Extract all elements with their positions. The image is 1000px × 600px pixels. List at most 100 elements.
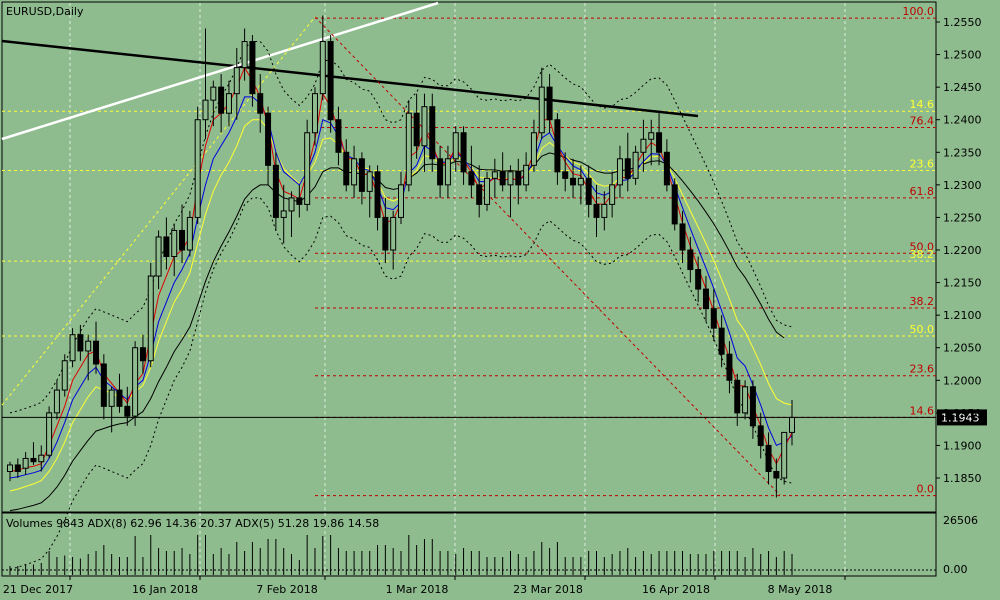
candle-bull [640,138,647,153]
y-tick-label: 1.2450 [943,81,982,94]
candle-bull [233,67,240,95]
candle-bear [30,457,37,463]
main-panel-frame [1,1,937,513]
vertical-grid [69,3,846,575]
x-tick-label: 8 May 2018 [768,583,833,596]
candle-bull [288,197,295,212]
candle-bear [546,86,553,121]
candle-bear [749,386,756,427]
y-tick-label: 1.2100 [943,309,982,322]
time-axis: 21 Dec 2017 16 Jan 2018 7 Feb 2018 1 Mar 20… [3,576,846,596]
candle-bear [468,171,475,186]
candle-bear [593,203,600,218]
fib-yellow-label: 14.6 [910,98,935,111]
candle-bull [577,177,584,186]
candle-bear [718,327,725,355]
candle-bear [249,41,256,95]
candle-bull [421,106,428,147]
candle-bear [14,464,21,472]
candle-bear [663,151,670,186]
candle-bull [444,158,451,186]
candle-bull [194,119,201,218]
x-tick-label: 7 Feb 2018 [256,583,317,596]
candle-bull [280,210,287,218]
fib-red-label: 76.4 [910,115,935,128]
ma-long-line [9,152,785,512]
lower-band [9,197,793,570]
candle-bull [53,389,60,414]
y-tick-label: 1.2400 [943,114,982,127]
candle-bear [695,269,702,290]
candle-bull [108,389,115,407]
candle-bull [523,164,530,186]
indicator-label: Volumes 9843 ADX(8) 62.96 14.36 20.37 AD… [6,517,379,530]
chart-title: EURUSD,Daily [6,5,84,18]
candle-bull [311,93,318,134]
fib-red-label: 0.0 [917,483,935,496]
candle-bear [773,470,780,479]
candle-bear [562,171,569,179]
fib-red-label: 14.6 [910,404,935,417]
candle-bear [499,171,506,186]
candle-bear [327,41,334,121]
fibonacci-levels: 100.076.461.850.038.223.614.60.014.623.6… [2,5,936,497]
current-price-badge [937,409,987,426]
candle-bear [734,379,741,414]
candle-bear [139,347,146,362]
current-price-line: 1.1943 [2,409,987,426]
y-tick-label: 1.1950 [943,407,982,420]
candle-bull [202,99,209,121]
indicator-axis-label: 26506 [943,514,978,527]
candle-bull [241,41,248,69]
candle-bull [452,132,459,160]
candle-bear [335,119,342,153]
candle-bear [460,132,467,173]
candle-bull [789,416,795,433]
candle-bear [437,158,444,186]
candle-bear [757,425,764,446]
upper-band [9,41,793,414]
candle-bear [671,184,678,225]
x-tick-label: 21 Dec 2017 [3,583,73,596]
candle-bull [609,184,616,205]
candle-bear [257,93,264,114]
fib-red-label: 50.0 [910,240,935,253]
y-tick-label: 1.2250 [943,211,982,224]
candle-bull [171,229,178,258]
candle-bear [687,249,694,271]
candle-bull [186,216,193,251]
candle-bull [742,386,749,414]
candle-bull [304,132,311,205]
candle-bull [491,171,498,179]
candle-bull [405,112,412,186]
candle-bull [147,275,154,362]
candle-bear [413,112,420,147]
candle-bear [77,334,84,352]
fib-red-label: 100.0 [903,5,935,18]
descending-trendline [1,39,699,118]
candle-bear [100,363,107,407]
candle-bull [538,86,545,134]
candle-bear [765,444,772,472]
candle-bear [382,216,389,251]
y-tick-label: 1.2150 [943,277,982,290]
candle-bear [710,308,717,329]
candle-bull [225,93,232,114]
candle-bear [358,158,365,192]
fib-yellow-label: 50.0 [910,323,935,336]
candle-bear [429,106,436,160]
x-tick-label: 16 Apr 2018 [642,583,710,596]
candle-bull [781,431,788,479]
candle-bear [296,197,303,205]
ascending-trendline [1,1,439,141]
candle-bull [366,171,373,192]
fib-yellow-label: 23.6 [910,158,935,171]
candle-bull [632,151,639,179]
fib-red-label: 23.6 [910,363,935,376]
candle-bull [616,158,623,186]
indicator-axis-label: 0.00 [943,563,968,576]
y-tick-label: 1.2550 [943,16,982,29]
candles [7,15,795,498]
fib-red-label: 61.8 [910,185,935,198]
